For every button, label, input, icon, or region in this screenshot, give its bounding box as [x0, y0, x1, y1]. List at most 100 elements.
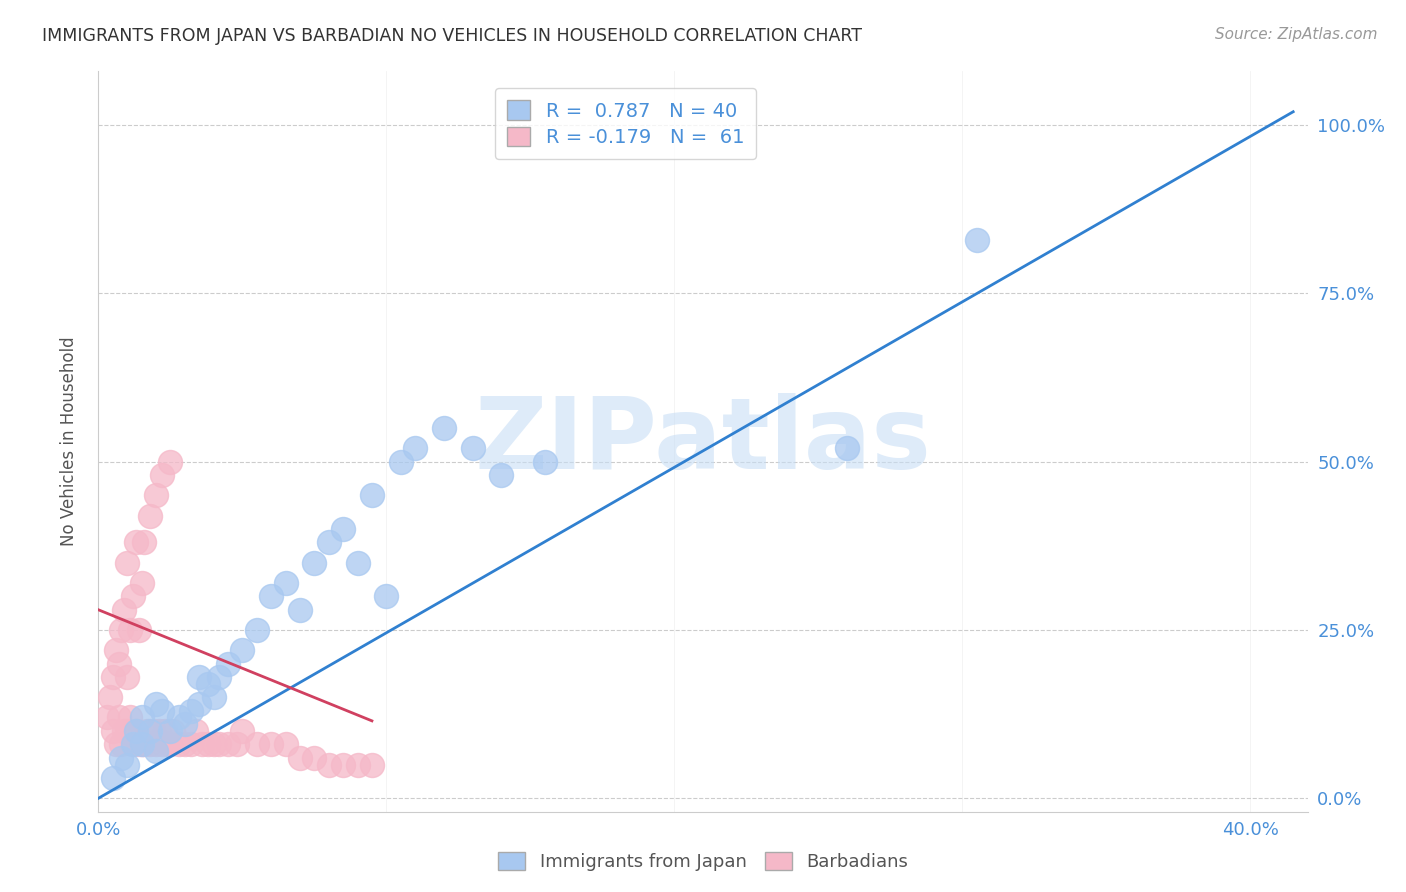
- Point: [112, 723, 135, 738]
- Point: [361, 757, 384, 772]
- Point: [122, 738, 145, 752]
- Point: [404, 442, 426, 456]
- Point: [128, 623, 150, 637]
- Point: [197, 677, 219, 691]
- Point: [167, 710, 190, 724]
- Point: [134, 738, 156, 752]
- Legend: R =  0.787   N = 40, R = -0.179   N =  61: R = 0.787 N = 40, R = -0.179 N = 61: [495, 88, 756, 159]
- Point: [202, 738, 225, 752]
- Point: [167, 738, 190, 752]
- Point: [112, 603, 135, 617]
- Point: [159, 455, 181, 469]
- Point: [115, 757, 138, 772]
- Point: [120, 710, 142, 724]
- Point: [120, 623, 142, 637]
- Point: [131, 710, 153, 724]
- Point: [110, 738, 132, 752]
- Point: [134, 535, 156, 549]
- Point: [159, 723, 181, 738]
- Text: ZIPatlas: ZIPatlas: [475, 393, 931, 490]
- Point: [274, 575, 297, 590]
- Point: [191, 738, 214, 752]
- Point: [139, 508, 162, 523]
- Point: [156, 738, 179, 752]
- Point: [115, 723, 138, 738]
- Point: [246, 623, 269, 637]
- Point: [125, 723, 148, 738]
- Point: [104, 738, 127, 752]
- Point: [131, 575, 153, 590]
- Point: [148, 723, 170, 738]
- Point: [225, 738, 247, 752]
- Point: [139, 723, 162, 738]
- Point: [389, 455, 412, 469]
- Legend: Immigrants from Japan, Barbadians: Immigrants from Japan, Barbadians: [491, 845, 915, 879]
- Point: [332, 522, 354, 536]
- Point: [288, 751, 311, 765]
- Point: [159, 738, 181, 752]
- Point: [145, 738, 167, 752]
- Point: [128, 738, 150, 752]
- Text: IMMIGRANTS FROM JAPAN VS BARBADIAN NO VEHICLES IN HOUSEHOLD CORRELATION CHART: IMMIGRANTS FROM JAPAN VS BARBADIAN NO VE…: [42, 27, 862, 45]
- Text: Source: ZipAtlas.com: Source: ZipAtlas.com: [1215, 27, 1378, 42]
- Point: [145, 697, 167, 711]
- Point: [186, 723, 208, 738]
- Point: [150, 704, 173, 718]
- Point: [104, 643, 127, 657]
- Point: [304, 751, 326, 765]
- Point: [231, 643, 253, 657]
- Point: [246, 738, 269, 752]
- Point: [150, 738, 173, 752]
- Point: [208, 670, 231, 684]
- Point: [162, 723, 184, 738]
- Point: [110, 751, 132, 765]
- Point: [835, 442, 858, 456]
- Point: [122, 590, 145, 604]
- Point: [96, 710, 118, 724]
- Point: [145, 744, 167, 758]
- Point: [131, 738, 153, 752]
- Point: [180, 738, 202, 752]
- Point: [153, 723, 176, 738]
- Point: [173, 738, 195, 752]
- Point: [125, 535, 148, 549]
- Point: [107, 657, 129, 671]
- Point: [966, 233, 988, 247]
- Point: [188, 697, 211, 711]
- Point: [318, 535, 340, 549]
- Point: [375, 590, 398, 604]
- Point: [180, 704, 202, 718]
- Point: [188, 670, 211, 684]
- Point: [260, 590, 283, 604]
- Y-axis label: No Vehicles in Household: No Vehicles in Household: [59, 336, 77, 547]
- Point: [115, 670, 138, 684]
- Point: [101, 670, 124, 684]
- Point: [131, 738, 153, 752]
- Point: [346, 757, 368, 772]
- Point: [173, 717, 195, 731]
- Point: [110, 623, 132, 637]
- Point: [318, 757, 340, 772]
- Point: [202, 690, 225, 705]
- Point: [433, 421, 456, 435]
- Point: [197, 738, 219, 752]
- Point: [208, 738, 231, 752]
- Point: [136, 723, 159, 738]
- Point: [533, 455, 555, 469]
- Point: [101, 771, 124, 785]
- Point: [361, 488, 384, 502]
- Point: [217, 657, 239, 671]
- Point: [139, 738, 162, 752]
- Point: [98, 690, 121, 705]
- Point: [491, 468, 513, 483]
- Point: [304, 556, 326, 570]
- Point: [217, 738, 239, 752]
- Point: [461, 442, 484, 456]
- Point: [101, 723, 124, 738]
- Point: [346, 556, 368, 570]
- Point: [150, 468, 173, 483]
- Point: [122, 738, 145, 752]
- Point: [332, 757, 354, 772]
- Point: [142, 723, 165, 738]
- Point: [288, 603, 311, 617]
